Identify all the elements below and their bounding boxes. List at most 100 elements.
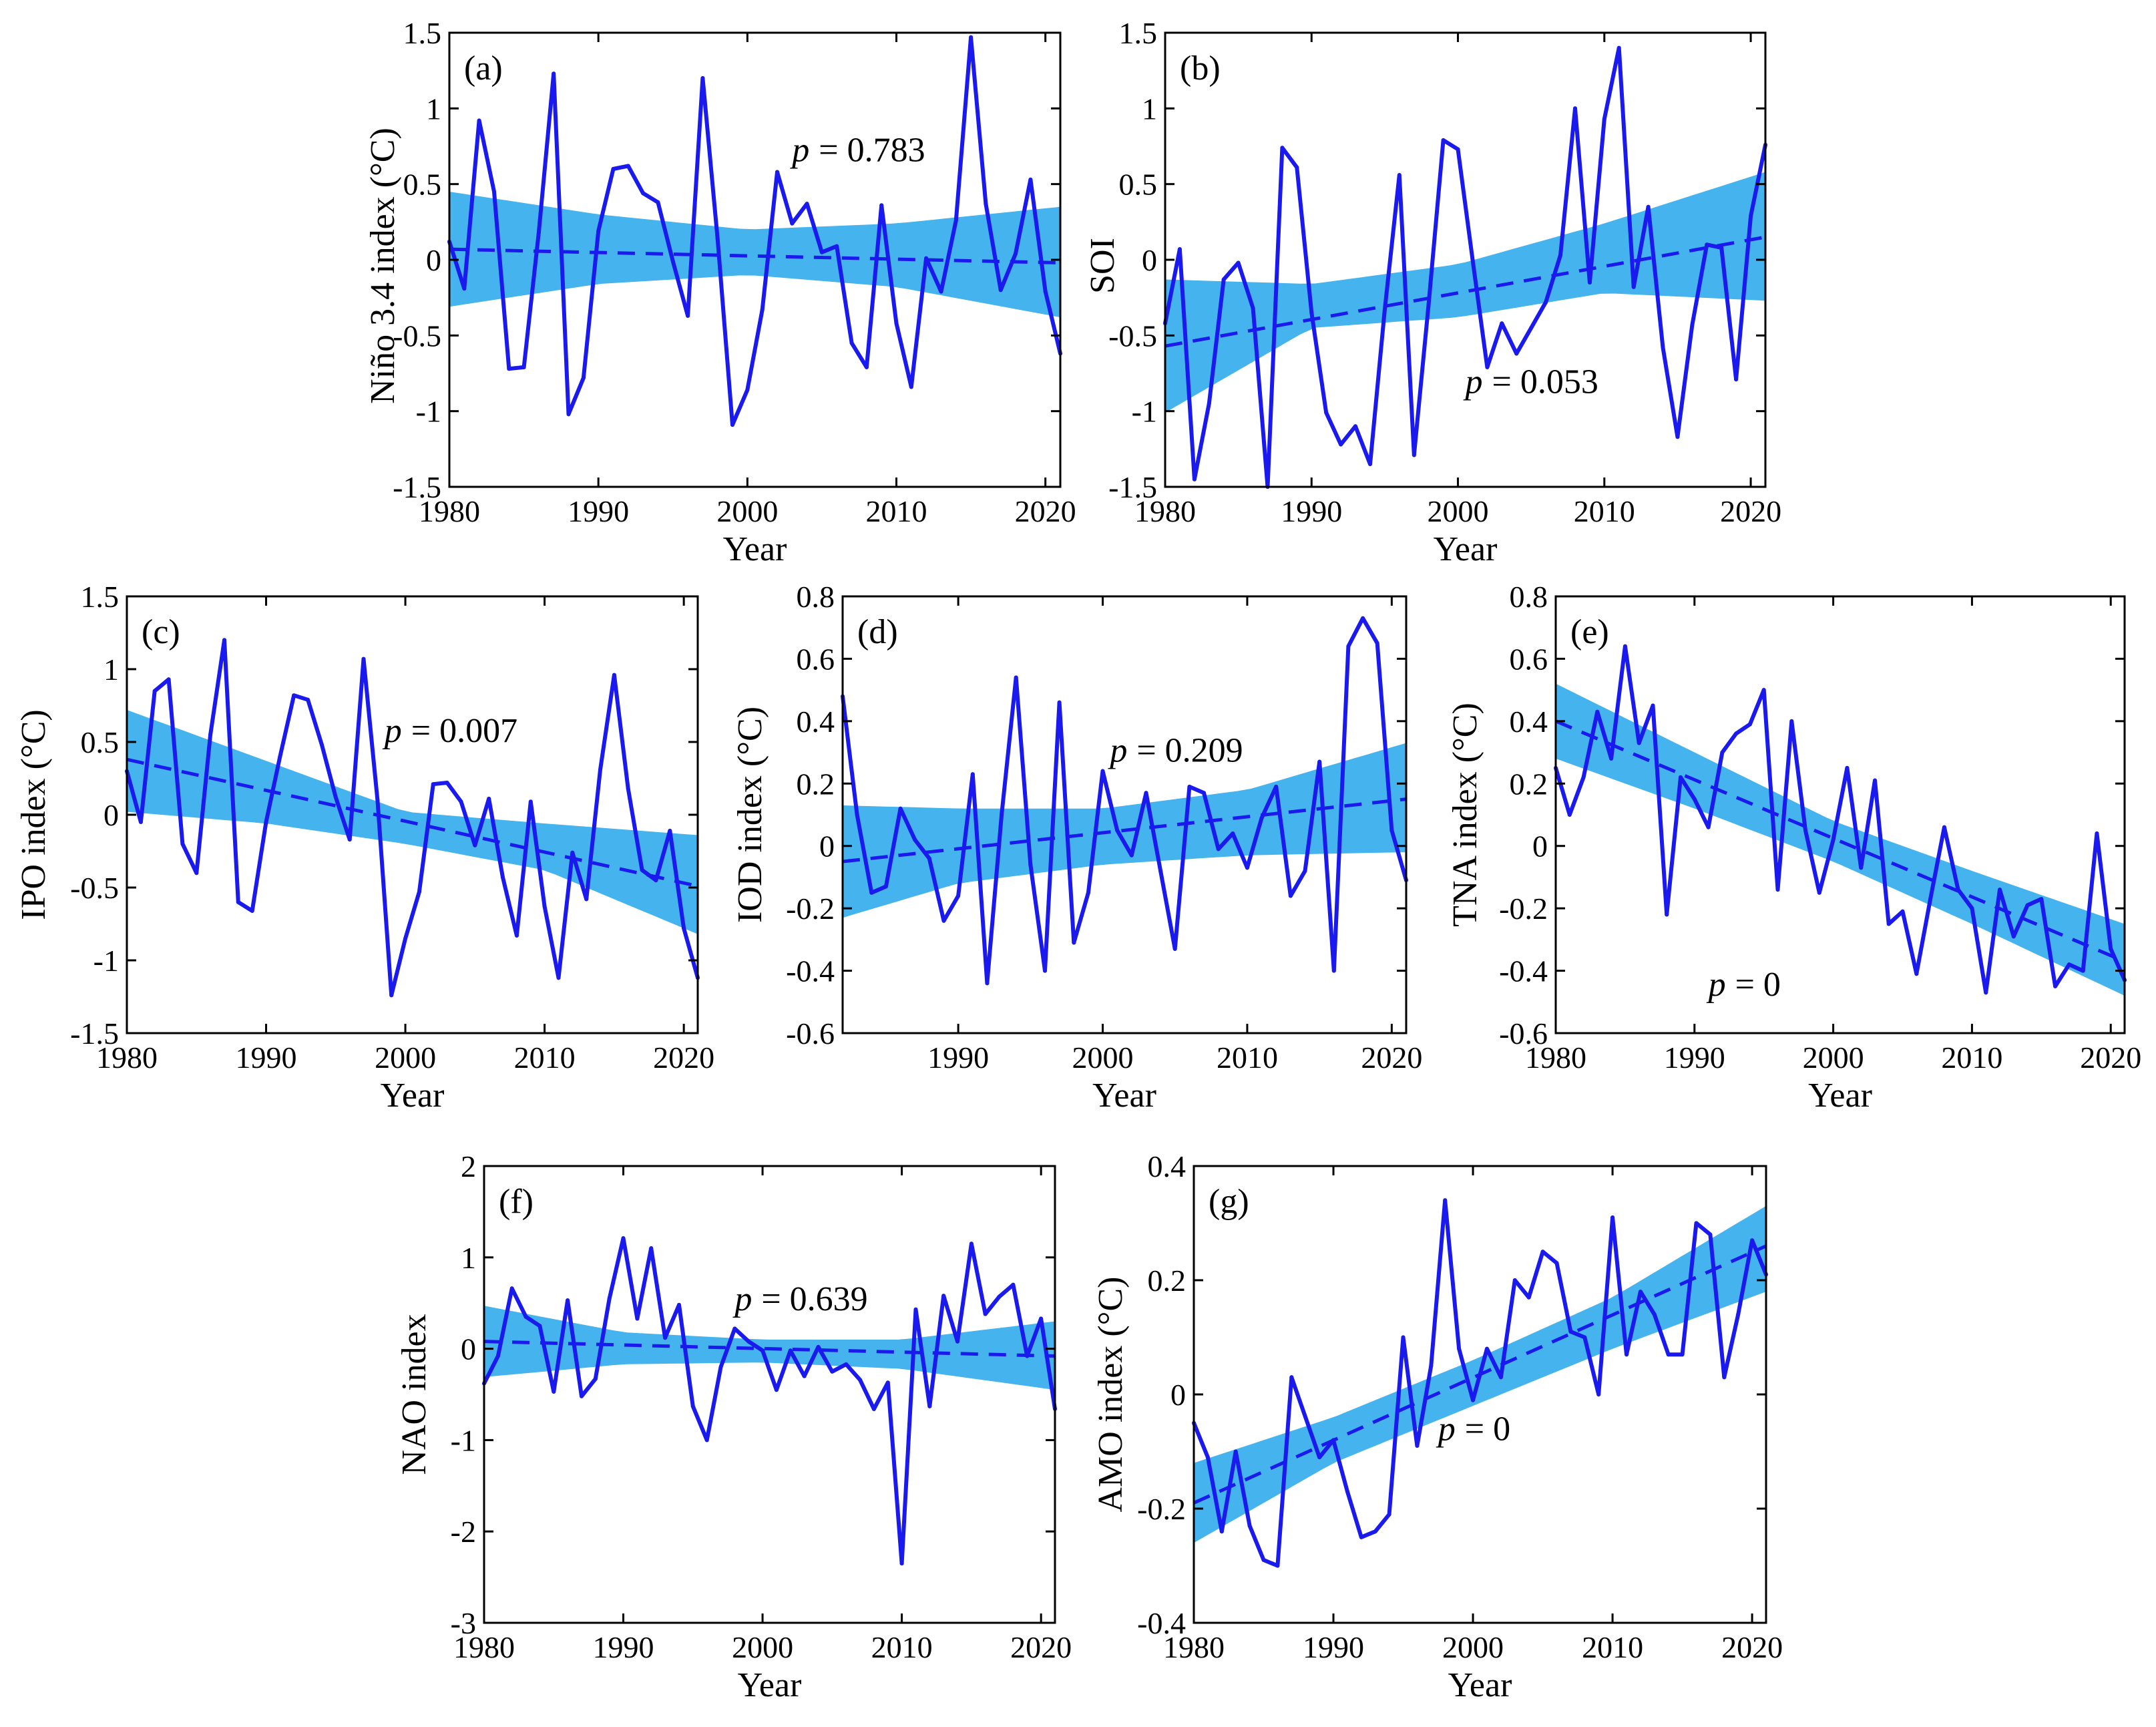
- data-point-1987: [1651, 703, 1655, 708]
- data-point-2000: [1100, 769, 1105, 773]
- data-point-1989: [581, 375, 586, 380]
- y-tick-label--1: -1: [416, 395, 441, 429]
- data-point-1992: [985, 981, 990, 986]
- data-point-1993: [1353, 424, 1357, 429]
- panel-label: (f): [499, 1183, 533, 1221]
- data-point-2003: [1873, 778, 1877, 783]
- data-point-1989: [941, 918, 946, 923]
- data-point-1994: [1368, 462, 1372, 466]
- data-point-2002: [1859, 866, 1864, 870]
- axes-frame: [1554, 595, 2126, 1034]
- x-axis-title: Year: [1434, 530, 1498, 568]
- data-point-1983: [1595, 709, 1600, 714]
- data-point-2017: [1346, 644, 1351, 648]
- x-tick-label-2010: 2010: [1582, 1630, 1643, 1664]
- data-point-1997: [361, 656, 366, 661]
- y-tick-label--2: -2: [451, 1515, 476, 1549]
- y-axis-title: NAO index: [395, 1314, 433, 1475]
- confidence-band: [1165, 172, 1765, 413]
- data-point-1989: [607, 1296, 612, 1301]
- data-point-2004: [1886, 922, 1891, 926]
- y-axis-title: SOI: [1084, 238, 1122, 294]
- p-value-text: = 0.639: [761, 1280, 867, 1318]
- x-tick-label-2020: 2020: [1361, 1040, 1422, 1075]
- data-point-2011: [1616, 45, 1621, 50]
- x-tick-label-2010: 2010: [514, 1040, 576, 1075]
- data-point-1987: [580, 1394, 584, 1398]
- data-point-1981: [1205, 1455, 1210, 1460]
- data-point-1981: [1177, 247, 1182, 252]
- data-point-1993: [1000, 813, 1004, 817]
- data-point-2019: [1025, 1354, 1030, 1358]
- data-point-1990: [264, 819, 268, 824]
- data-point-1987: [913, 837, 917, 842]
- data-point-1999: [1441, 138, 1446, 142]
- data-point-2009: [879, 203, 884, 208]
- data-point-2016: [984, 202, 988, 206]
- y-tick-label-0.5: 0.5: [403, 168, 442, 202]
- data-point-2011: [556, 976, 561, 980]
- data-point-1988: [1303, 1415, 1308, 1420]
- data-point-1983: [1207, 401, 1211, 406]
- x-tick-label-2020: 2020: [1015, 494, 1076, 528]
- trend-line: [1164, 235, 1766, 348]
- data-point-1994: [1747, 722, 1752, 727]
- trend-line: [483, 1340, 1056, 1358]
- x-tick-label-1980: 1980: [1525, 1040, 1586, 1075]
- data-point-2009: [1956, 888, 1960, 892]
- x-tick-label-1980: 1980: [419, 494, 480, 528]
- data-point-1986: [566, 1298, 570, 1303]
- data-point-1990: [621, 1236, 626, 1241]
- data-point-2005: [1529, 326, 1534, 330]
- data-point-1981: [138, 819, 143, 824]
- data-point-1996: [1043, 968, 1047, 973]
- data-point-2011: [909, 385, 913, 389]
- y-tick-label-0.5: 0.5: [81, 725, 120, 759]
- data-point-2020: [682, 926, 686, 930]
- data-point-1983: [1233, 1449, 1238, 1454]
- data-point-1989: [1295, 165, 1299, 170]
- data-point-2015: [1317, 759, 1322, 764]
- data-point-1991: [1324, 410, 1329, 415]
- data-point-1985: [552, 1389, 556, 1394]
- y-axis-title: AMO index (°C): [1092, 1277, 1130, 1513]
- data-point-1991: [611, 167, 616, 171]
- y-tick-label-1: 1: [461, 1241, 476, 1275]
- panel-e: 1980 1990 2000 2010 2020 -0.6 -0.4 -0.2 0 0.2 0.4 0…: [1446, 580, 2141, 1115]
- data-point-1996: [1775, 888, 1780, 892]
- data-point-1990: [1692, 797, 1697, 801]
- data-point-2017: [640, 868, 644, 872]
- data-point-2015: [612, 673, 616, 677]
- trend-line: [449, 247, 1061, 265]
- data-point-2004: [816, 1344, 821, 1349]
- data-point-2003: [1144, 791, 1148, 795]
- trend-line: [1555, 719, 2125, 963]
- p-value-annotation: p = 0: [1436, 1410, 1510, 1448]
- data-point-2016: [626, 786, 630, 791]
- data-point-1997: [1429, 1364, 1434, 1368]
- x-tick-label-1990: 1990: [1281, 494, 1342, 528]
- data-point-1983: [166, 677, 171, 682]
- data-point-2000: [1456, 147, 1460, 152]
- panel-label: (g): [1209, 1183, 1249, 1221]
- data-point-1984: [1609, 756, 1614, 761]
- data-point-2019: [2095, 831, 2099, 835]
- y-axis-title: IOD index (°C): [731, 707, 769, 923]
- y-tick-label--1: -1: [93, 944, 119, 978]
- y-tick-label-0: 0: [1142, 243, 1157, 277]
- p-symbol: p: [382, 712, 402, 750]
- series-line: [447, 35, 1062, 427]
- x-axis-title: Year: [1092, 1077, 1156, 1115]
- y-tick-label--1: -1: [451, 1423, 476, 1457]
- data-point-2017: [1708, 1232, 1713, 1237]
- data-point-1996: [1415, 1443, 1420, 1448]
- panel-label: (b): [1180, 49, 1221, 87]
- data-point-2010: [894, 321, 899, 326]
- data-point-2007: [501, 875, 505, 880]
- data-point-2014: [1661, 345, 1665, 350]
- data-point-2014: [1666, 1352, 1671, 1357]
- data-point-1992: [292, 693, 296, 698]
- data-point-1992: [1339, 442, 1343, 447]
- p-value-annotation: p = 0.783: [789, 132, 925, 170]
- y-tick-label--3: -3: [451, 1606, 476, 1640]
